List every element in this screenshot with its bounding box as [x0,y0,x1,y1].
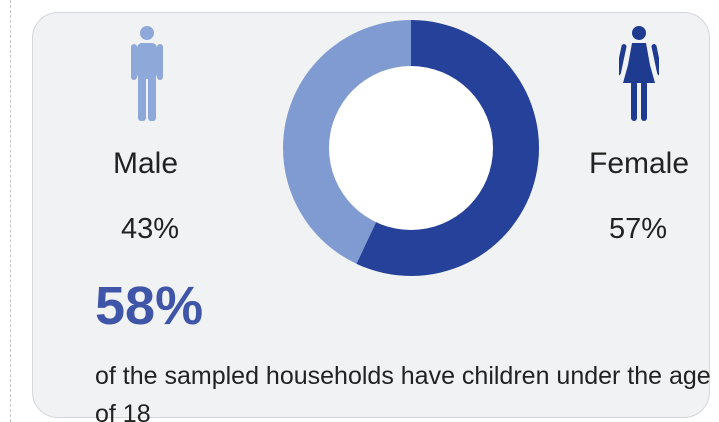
female-figure-icon [619,26,659,121]
male-percent: 43% [121,213,180,245]
donut-hole [329,66,493,230]
household-stat-text: of the sampled households have children … [95,362,711,422]
female-label: Female [589,147,690,180]
dashed-divider [10,0,11,422]
gender-donut-chart [283,20,539,276]
male-figure-icon [131,26,163,121]
household-stat-value: 58% [95,276,204,336]
gender-card: Male Female 43% 57% 58% of the sampled h… [32,12,711,422]
male-label: Male [113,147,179,180]
female-percent: 57% [609,213,668,245]
